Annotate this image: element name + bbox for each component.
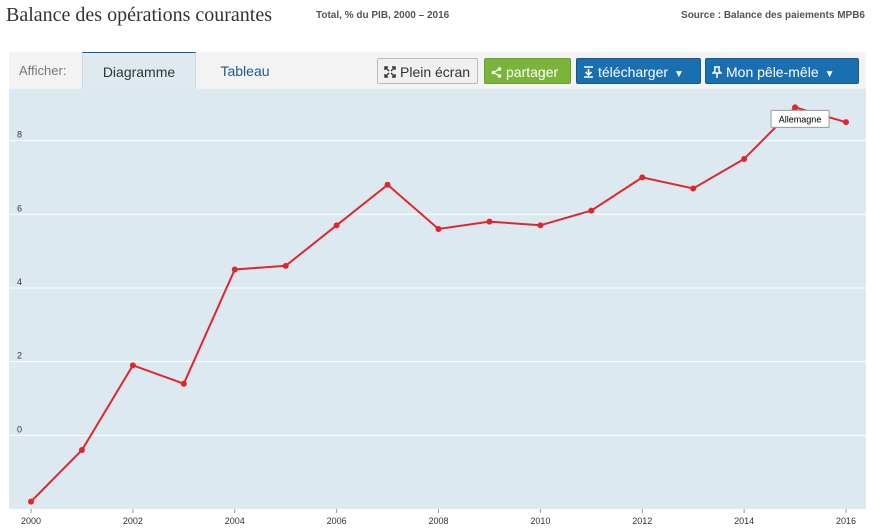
tooltip-box (770, 109, 830, 128)
x-tick-label: 2016 (836, 516, 856, 526)
plot-area (9, 89, 866, 509)
data-point[interactable] (792, 104, 799, 111)
data-point[interactable] (843, 119, 849, 126)
download-icon (583, 60, 594, 86)
gridlines (9, 140, 866, 436)
x-tick-label: 2006 (327, 516, 347, 526)
y-tick-label: 0 (17, 424, 22, 434)
data-point[interactable] (537, 222, 544, 229)
series-allemagne (28, 104, 849, 505)
page-title: Balance des opérations courantes (6, 4, 273, 26)
x-tick-label: 2010 (530, 516, 550, 526)
y-tick-label: 4 (17, 277, 22, 287)
data-point[interactable] (435, 226, 442, 232)
plein-ecran-button[interactable]: Plein écran (377, 58, 478, 84)
data-point[interactable] (180, 380, 187, 387)
fullscreen-icon (384, 60, 396, 86)
data-point[interactable] (231, 266, 238, 273)
chart-subtitle: Total, % du PIB, 2000 – 2016 (316, 10, 450, 21)
data-point[interactable] (282, 262, 289, 269)
pin-icon (711, 60, 723, 86)
telecharger-button[interactable]: télécharger ▼ (576, 58, 701, 84)
source-note: Source : Balance des paiements MPB6 (681, 10, 865, 21)
data-point[interactable] (384, 181, 391, 188)
pele-mele-button[interactable]: Mon pêle-mêle ▼ (705, 58, 859, 84)
data-point[interactable] (741, 156, 748, 162)
data-point[interactable] (639, 174, 646, 181)
tooltip-label: Allemagne (779, 114, 822, 124)
data-point[interactable] (28, 498, 34, 505)
tab-tableau[interactable]: Tableau (199, 52, 291, 88)
chart-header: Balance des opérations courantes Total, … (0, 0, 872, 40)
tab-diagramme[interactable]: Diagramme (82, 52, 196, 90)
partager-button[interactable]: partager (484, 58, 571, 84)
tooltip: Allemagne (770, 109, 830, 128)
data-point[interactable] (486, 218, 493, 225)
x-tick-label: 2012 (632, 516, 652, 526)
share-icon (491, 60, 502, 86)
tab-tableau-label: Tableau (220, 63, 270, 79)
afficher-label: Afficher: (19, 63, 67, 78)
x-tick-label: 2008 (428, 516, 448, 526)
x-tick-label: 2004 (225, 516, 245, 526)
data-point[interactable] (690, 185, 697, 192)
data-point[interactable] (78, 447, 85, 454)
tab-diagramme-label: Diagramme (102, 64, 176, 80)
y-tick-label: 2 (17, 351, 22, 361)
telecharger-label: télécharger (598, 64, 669, 80)
x-tick-label: 2000 (21, 516, 41, 526)
x-axis: 2000 2002 2004 2006 2008 2010 2012 2014 2016 (21, 509, 856, 526)
y-axis: 0 2 4 6 8 (17, 130, 22, 435)
partager-label: partager (506, 64, 559, 80)
pele-mele-label: Mon pêle-mêle (726, 64, 819, 80)
chevron-down-icon: ▼ (674, 69, 684, 80)
plein-ecran-label: Plein écran (400, 64, 471, 80)
data-point[interactable] (588, 207, 595, 214)
data-point[interactable] (333, 222, 340, 229)
x-tick-label: 2014 (734, 516, 754, 526)
toolbar: Afficher: Diagramme Tableau Plein écran … (9, 52, 866, 90)
chevron-down-icon: ▼ (824, 69, 835, 80)
y-tick-label: 6 (17, 203, 22, 213)
y-tick-label: 8 (17, 130, 22, 140)
data-point[interactable] (129, 362, 136, 369)
x-tick-label: 2002 (123, 516, 143, 526)
